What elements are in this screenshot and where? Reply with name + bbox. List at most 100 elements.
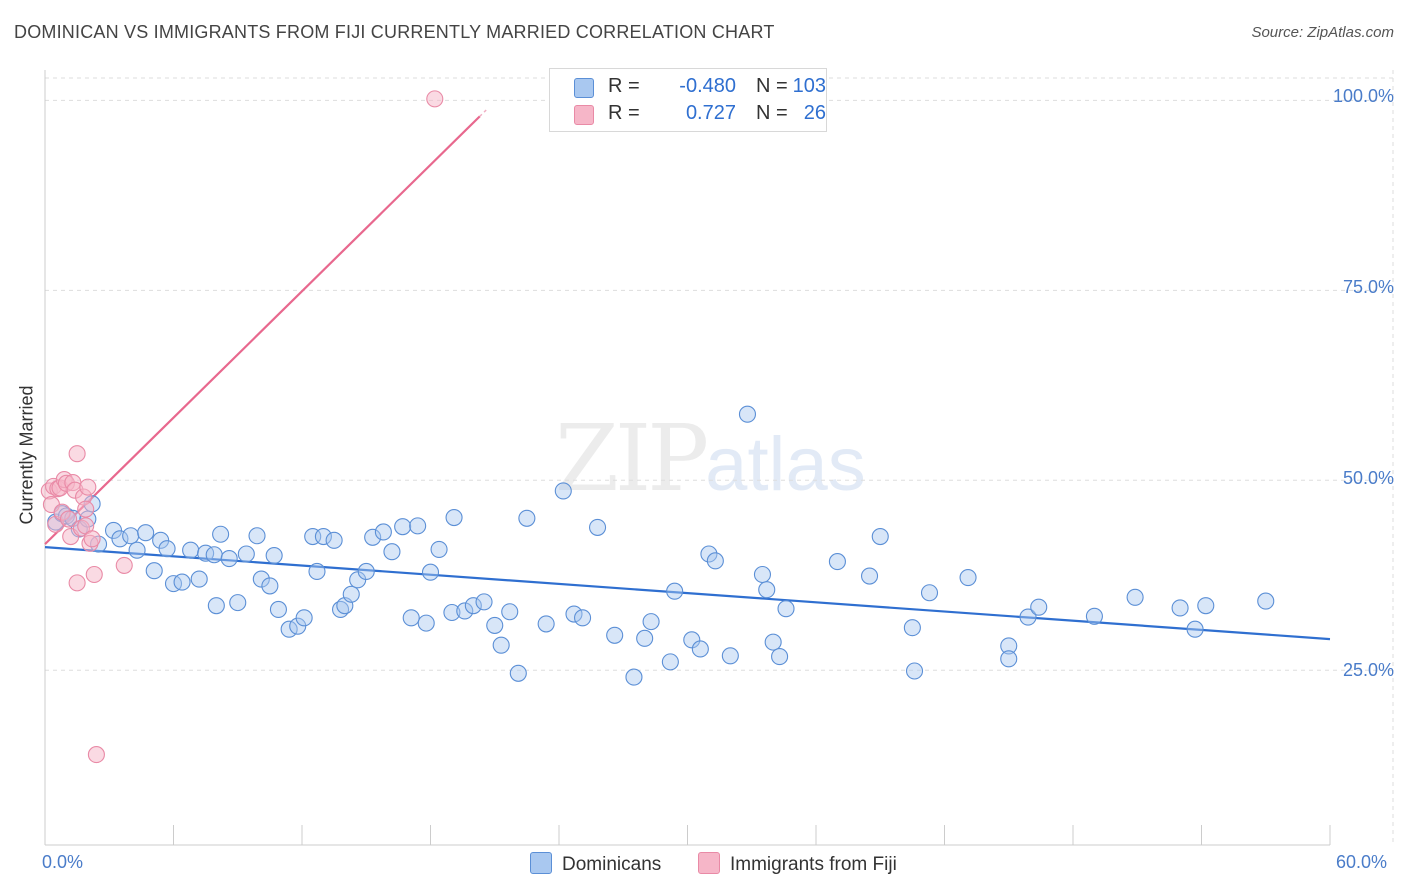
data-point-dominicans	[683, 631, 701, 649]
trend-line-fiji	[44, 115, 481, 545]
data-point-dominicans	[758, 581, 776, 599]
y-axis-label: Currently Married	[16, 385, 37, 525]
data-point-dominicans	[501, 603, 519, 621]
data-point-dominicans	[554, 482, 572, 500]
grid-lines	[45, 70, 1394, 845]
data-point-dominicans	[145, 562, 163, 580]
data-point-dominicans	[777, 600, 795, 618]
data-point-dominicans	[314, 527, 332, 546]
data-point-dominicans	[220, 550, 238, 568]
data-point-dominicans	[265, 546, 283, 565]
data-point-dominicans	[764, 633, 782, 651]
trend-lines	[44, 109, 1331, 641]
data-point-dominicans	[207, 597, 225, 615]
data-point-dominicans	[295, 609, 313, 627]
correlation-legend: R = -0.480 N = 103 R = 0.727 N = 26	[549, 68, 827, 132]
data-point-dominicans	[1126, 588, 1144, 606]
legend-label-dominicans: Dominicans	[562, 854, 662, 875]
data-point-dominicans	[190, 570, 208, 588]
data-point-dominicans	[122, 527, 140, 545]
data-point-dominicans	[903, 619, 921, 637]
data-point-dominicans	[158, 540, 176, 558]
axes	[44, 70, 1331, 846]
data-point-dominicans	[430, 540, 448, 558]
legend-swatch-blue	[574, 78, 594, 98]
data-point-dominicans	[1030, 598, 1048, 616]
data-point-dominicans	[1171, 599, 1189, 617]
data-point-dominicans	[666, 582, 684, 600]
data-point-dominicans	[128, 541, 146, 559]
legend-n-value: 26	[803, 102, 826, 124]
legend-n-value: 103	[792, 75, 826, 97]
y-tick-75: 75.0%	[1342, 277, 1394, 297]
legend-r-value: 0.727	[685, 102, 736, 124]
data-point-dominicans	[1197, 597, 1215, 615]
legend-swatch-pink	[574, 105, 594, 125]
x-tick-max: 60.0%	[1336, 852, 1388, 872]
legend-r-label: R =	[608, 102, 640, 124]
data-point-dominicans	[1186, 620, 1204, 638]
data-point-dominicans	[1257, 592, 1275, 610]
legend-n-label: N =	[756, 102, 788, 124]
data-point-fiji	[68, 574, 86, 592]
data-point-dominicans	[402, 609, 420, 627]
data-point-dominicans	[325, 531, 343, 549]
data-point-dominicans	[374, 523, 392, 541]
data-point-fiji	[85, 565, 103, 584]
data-point-dominicans	[492, 636, 510, 654]
data-point-dominicans	[509, 664, 527, 682]
data-point-dominicans	[229, 594, 247, 612]
data-point-dominicans	[625, 668, 643, 686]
data-point-dominicans	[182, 541, 200, 559]
fiji-points	[40, 90, 444, 764]
data-point-dominicans	[443, 603, 461, 622]
data-point-dominicans	[464, 597, 482, 615]
data-point-dominicans	[417, 614, 435, 632]
trend-line-dominicans	[44, 546, 1331, 641]
data-point-dominicans	[173, 573, 191, 591]
data-point-dominicans	[364, 528, 382, 546]
data-point-dominicans	[565, 605, 583, 623]
data-point-dominicans	[738, 405, 757, 423]
data-point-dominicans	[1000, 650, 1018, 668]
legend-swatch-blue	[530, 852, 552, 874]
data-point-fiji	[426, 90, 444, 108]
data-point-dominicans	[753, 565, 772, 584]
data-point-dominicans	[721, 647, 739, 665]
data-point-fiji	[79, 478, 97, 496]
data-point-dominicans	[1000, 637, 1018, 655]
data-point-dominicans	[706, 552, 724, 570]
data-point-dominicans	[700, 545, 718, 563]
legend-item-dominicans[interactable]: Dominicans	[530, 852, 661, 876]
data-point-dominicans	[537, 615, 555, 633]
data-point-dominicans	[642, 613, 660, 631]
data-point-dominicans	[409, 517, 427, 535]
data-point-dominicans	[905, 662, 924, 680]
data-point-dominicans	[308, 562, 326, 581]
data-point-dominicans	[1019, 608, 1037, 626]
chart-title: DOMINICAN VS IMMIGRANTS FROM FIJI CURREN…	[14, 22, 775, 42]
legend-r-value: -0.480	[679, 75, 736, 97]
data-point-dominicans	[137, 524, 155, 542]
x-tick-min: 0.0%	[42, 852, 84, 872]
data-point-dominicans	[383, 543, 401, 561]
data-point-dominicans	[606, 626, 624, 644]
data-point-dominicans	[248, 527, 266, 545]
data-point-dominicans	[486, 616, 504, 634]
y-tick-100: 100.0%	[1332, 86, 1394, 106]
watermark-zip: ZIP	[555, 405, 709, 512]
data-point-fiji	[68, 445, 86, 463]
y-tick-50: 50.0%	[1342, 468, 1394, 488]
data-point-dominicans	[588, 518, 607, 536]
data-point-dominicans	[661, 653, 679, 671]
data-point-dominicans	[828, 553, 846, 571]
legend-item-fiji[interactable]: Immigrants from Fiji	[698, 852, 897, 876]
legend-r-label: R =	[608, 75, 640, 97]
data-point-dominicans	[342, 585, 360, 603]
data-point-dominicans	[1085, 607, 1103, 625]
data-point-dominicans	[111, 530, 129, 548]
data-point-dominicans	[197, 544, 215, 562]
data-point-dominicans	[394, 518, 412, 536]
trend-line-fiji-extension	[479, 109, 487, 117]
